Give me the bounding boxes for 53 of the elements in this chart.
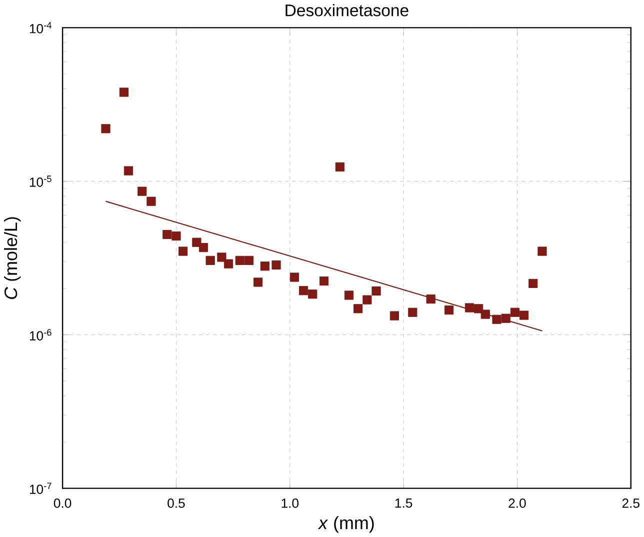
x-axis-title: x (mm) xyxy=(318,516,374,533)
point xyxy=(146,196,156,206)
point xyxy=(192,238,202,248)
point xyxy=(510,308,520,318)
y-axis-title: C (mole/L) xyxy=(4,217,21,300)
x-tick-label: 1.5 xyxy=(395,498,412,508)
point xyxy=(519,310,529,320)
point xyxy=(408,308,418,318)
point xyxy=(224,259,234,268)
point xyxy=(162,230,172,240)
point xyxy=(492,314,502,324)
point xyxy=(319,276,329,286)
point xyxy=(362,295,372,304)
point xyxy=(198,243,208,252)
y-tick-label: 10$^{-7}$ xyxy=(30,482,52,494)
point xyxy=(474,304,484,314)
point xyxy=(272,260,281,270)
point xyxy=(538,246,547,256)
x-tick-label: 0.5 xyxy=(168,498,185,508)
point xyxy=(426,294,436,304)
point xyxy=(178,246,188,256)
point xyxy=(101,124,110,134)
point xyxy=(254,278,263,287)
y-tick-label: 10$^{-5}$ xyxy=(30,176,52,187)
y-tick-label: 10$^{-4}$ xyxy=(30,22,52,34)
chart-title: Desoximetasone xyxy=(286,4,408,16)
point xyxy=(217,252,226,262)
point xyxy=(235,256,244,266)
point xyxy=(119,88,128,97)
y-tick-label: 10$^{-6}$ xyxy=(30,329,52,341)
point xyxy=(354,304,363,314)
point xyxy=(501,314,510,323)
point xyxy=(172,232,181,241)
point xyxy=(464,303,474,312)
x-tick-label: 2.5 xyxy=(622,498,640,508)
x-tick-label: 1.0 xyxy=(282,498,299,508)
point xyxy=(298,286,308,296)
point xyxy=(444,306,454,315)
x-tick-label: 0.0 xyxy=(54,498,72,508)
point xyxy=(344,290,354,300)
point xyxy=(335,162,344,172)
point xyxy=(290,272,299,282)
point xyxy=(528,278,538,288)
point xyxy=(138,186,147,196)
point xyxy=(206,256,215,266)
point xyxy=(124,166,134,176)
point xyxy=(372,286,381,296)
x-tick-label: 2.0 xyxy=(508,498,526,508)
point xyxy=(390,311,399,320)
point xyxy=(308,290,318,299)
point xyxy=(244,256,254,266)
point xyxy=(480,310,490,319)
point xyxy=(260,262,270,271)
